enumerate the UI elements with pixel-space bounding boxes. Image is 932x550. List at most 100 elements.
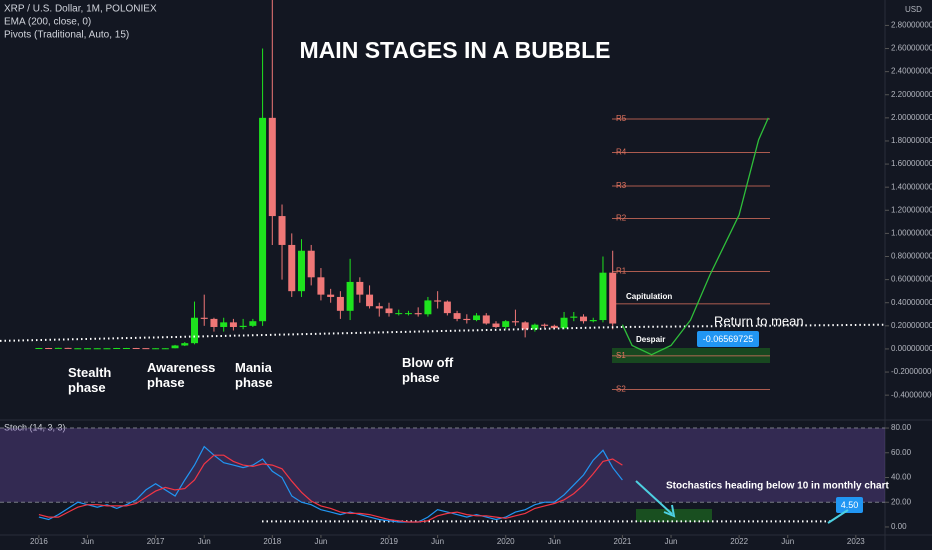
x-tick-label: 2020	[497, 537, 515, 546]
x-tick-label: Jun	[81, 537, 94, 546]
arrow	[635, 480, 673, 515]
symbol: XRP / U.S. Dollar, 1M, POLONIEX	[4, 4, 157, 15]
title: MAIN STAGES IN A BUBBLE	[300, 37, 611, 63]
candle-body	[93, 348, 101, 350]
projection-line	[621, 117, 769, 356]
currency: USD	[905, 5, 922, 14]
y-tick-label: 60.00	[891, 448, 912, 457]
candle-body	[327, 294, 335, 297]
candle-body	[74, 348, 82, 350]
annotation: Return to mean	[714, 313, 804, 328]
candle-body	[414, 313, 422, 315]
candle-body	[580, 316, 588, 322]
x-tick-label: 2023	[847, 537, 865, 546]
y-tick-label: 1.40000000	[891, 182, 932, 191]
x-tick-label: Jun	[665, 537, 678, 546]
y-tick-label: 0.40000000	[891, 298, 932, 307]
level-label: 4.50	[841, 500, 859, 510]
x-tick-label: Jun	[781, 537, 794, 546]
candle-body	[239, 325, 247, 327]
y-tick-label: 0.80000000	[891, 252, 932, 261]
x-tick-label: 2018	[263, 537, 281, 546]
x-tick-label: 2019	[380, 537, 398, 546]
stoch-pane	[0, 427, 885, 523]
candle-body	[200, 317, 208, 319]
pane-title: Stoch (14, 3, 3)	[4, 422, 66, 432]
y-tick-label: 2.80000000	[891, 21, 932, 30]
candle-body	[132, 348, 140, 350]
candle-body	[278, 216, 286, 245]
y-tick-label: 0.00	[891, 522, 907, 531]
candle-body	[64, 347, 72, 349]
level-callout	[836, 497, 863, 513]
x-tick-label: Jun	[548, 537, 561, 546]
candle-body	[463, 318, 471, 321]
candle-body	[54, 347, 62, 349]
annotation: Mania phase	[235, 360, 273, 390]
arrow	[827, 509, 849, 524]
candle-body	[122, 348, 130, 350]
candle-body	[366, 294, 374, 307]
y-tick-label: 1.60000000	[891, 159, 932, 168]
candle-body	[307, 250, 315, 278]
candle-body	[161, 348, 169, 350]
indicator: Pivots (Traditional, Auto, 15)	[4, 30, 129, 41]
candle-body	[220, 322, 228, 327]
candle-body	[346, 281, 354, 311]
candle-body	[113, 348, 121, 350]
candle-body	[249, 321, 257, 326]
x-tick-label: 2016	[30, 537, 48, 546]
annotation: Despair	[636, 335, 665, 344]
x-tick-label: Jun	[198, 537, 211, 546]
candle-body	[502, 321, 510, 327]
x-tick-label: 2017	[147, 537, 165, 546]
candle-body	[103, 348, 111, 350]
y-tick-label: 2.60000000	[891, 44, 932, 53]
candle-body	[550, 325, 558, 329]
candle-body	[268, 117, 276, 217]
candle-body	[229, 322, 237, 327]
candle-body	[297, 250, 305, 292]
x-tick-label: 2021	[614, 537, 632, 546]
pivot-label: R3	[616, 181, 627, 190]
candle-body	[599, 272, 607, 321]
pivot-label: R4	[616, 148, 627, 157]
y-tick-label: 40.00	[891, 473, 912, 482]
stoch-line	[38, 454, 623, 523]
candle-body	[35, 348, 43, 350]
candle-body	[84, 348, 92, 350]
candle-body	[492, 323, 500, 327]
candle-body	[609, 272, 617, 324]
y-tick-label: 1.20000000	[891, 205, 932, 214]
pivot-label: R2	[616, 213, 627, 222]
candle-body	[336, 296, 344, 311]
y-tick-label: -0.40000000	[891, 390, 932, 399]
annotation: Stealth phase	[68, 365, 111, 395]
annotation: Awareness phase	[147, 360, 215, 390]
y-tick-label: 1.80000000	[891, 136, 932, 145]
y-tick-label: 2.40000000	[891, 67, 932, 76]
candle-body	[385, 308, 393, 314]
annotation: Capitulation	[626, 292, 672, 301]
y-tick-label: 1.00000000	[891, 229, 932, 238]
y-tick-label: -0.20000000	[891, 367, 932, 376]
candle-body	[570, 316, 578, 318]
y-tick-label: 2.00000000	[891, 113, 932, 122]
candle-body	[511, 321, 519, 323]
candle-body	[171, 345, 179, 349]
candle-body	[317, 277, 325, 295]
indicator: EMA (200, close, 0)	[4, 17, 91, 28]
arrow-head	[663, 504, 676, 518]
candle-body	[453, 313, 461, 319]
candle-body	[288, 244, 296, 292]
pivot-label: R5	[616, 114, 627, 123]
y-tick-label: 0.00000000	[891, 344, 932, 353]
candle-body	[375, 306, 383, 309]
ema-line	[0, 323, 885, 342]
x-tick-label: 2022	[730, 537, 748, 546]
candle-body	[541, 324, 549, 326]
pivot-label: R1	[616, 267, 627, 276]
y-tick-label: 2.20000000	[891, 90, 932, 99]
candle-body	[191, 317, 199, 344]
